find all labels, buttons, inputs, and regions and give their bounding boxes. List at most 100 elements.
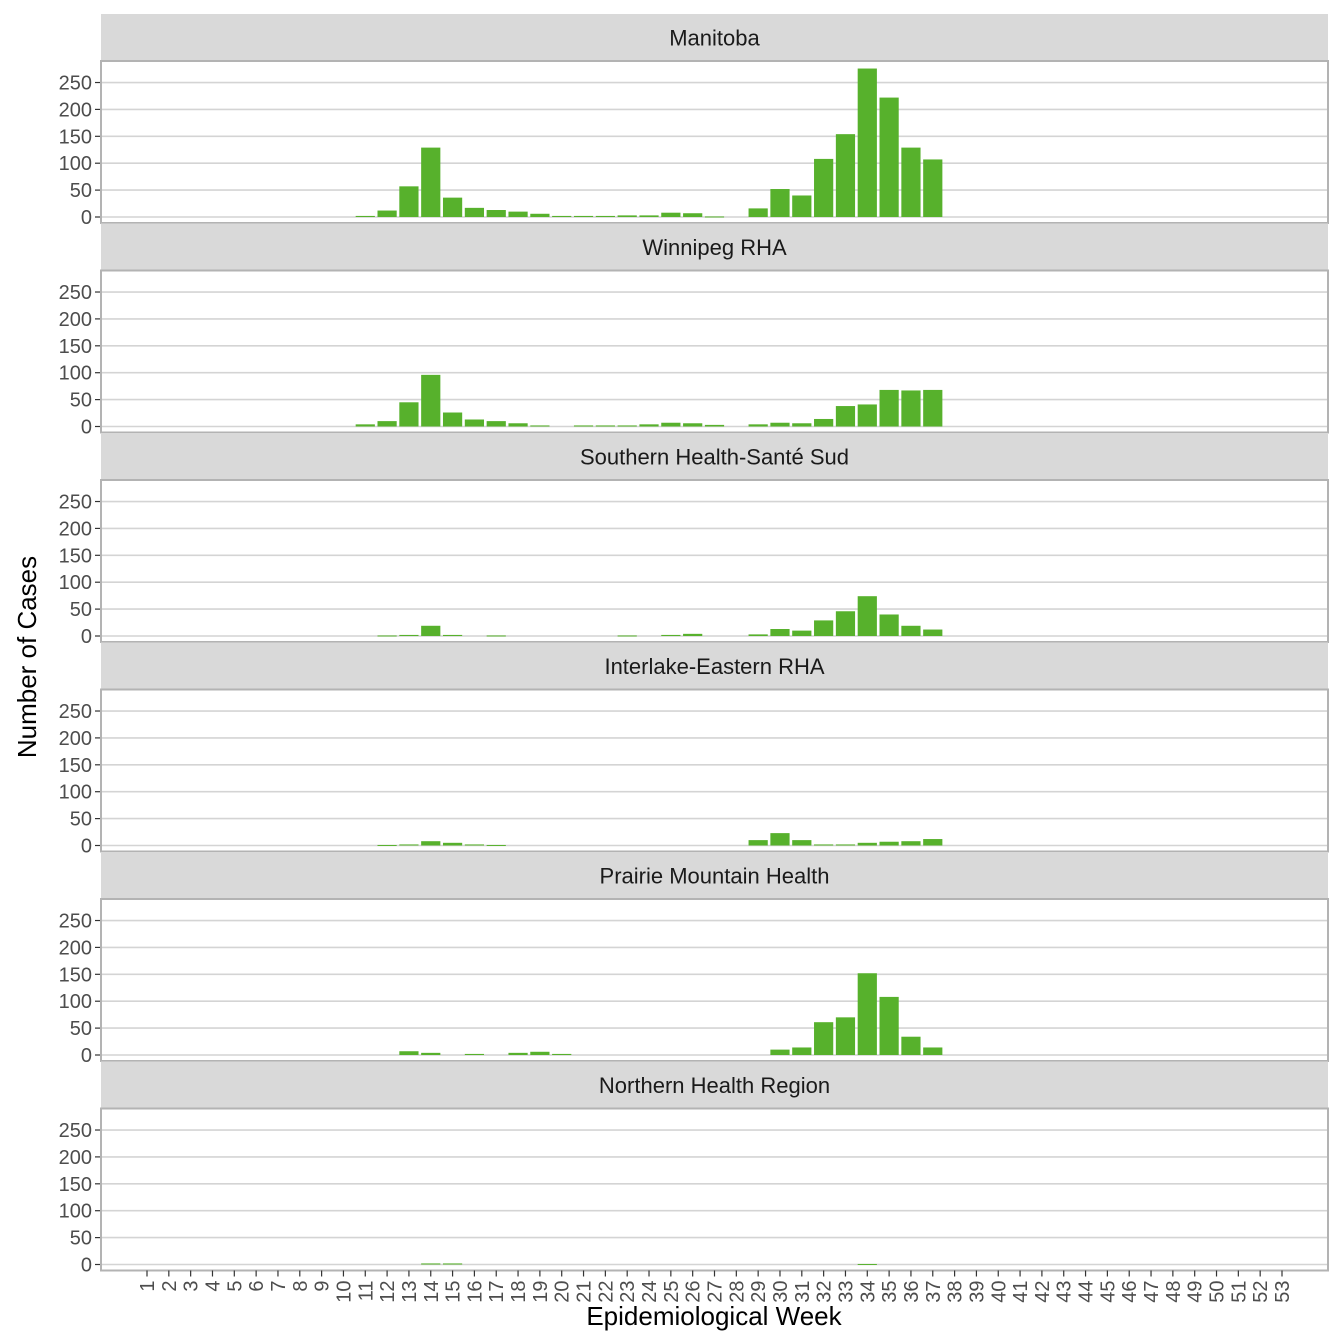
y-tick-label: 50	[70, 390, 92, 412]
bar-week-12	[377, 210, 397, 217]
bar-week-34	[857, 68, 877, 217]
bar-week-31	[792, 423, 812, 427]
bar-week-16	[464, 419, 485, 427]
x-tick-label: 22	[595, 1281, 617, 1303]
x-tick-label: 10	[333, 1281, 355, 1303]
bar-week-19	[530, 425, 550, 427]
facet-title: Southern Health-Santé Sud	[580, 445, 849, 470]
y-tick-label: 50	[70, 809, 92, 831]
x-tick-label: 12	[377, 1281, 399, 1303]
bar-week-37	[923, 839, 943, 846]
x-tick-label: 32	[814, 1281, 836, 1303]
x-tick-label: 8	[290, 1281, 312, 1292]
bar-week-18	[508, 1052, 528, 1055]
x-tick-label: 21	[574, 1281, 596, 1303]
x-tick-label: 11	[355, 1281, 377, 1302]
bar-week-31	[792, 1047, 812, 1055]
bar-week-32	[814, 620, 834, 636]
bar-week-16	[464, 1053, 485, 1055]
bar-week-17	[486, 844, 506, 846]
facet-panel: Northern Health Region 0 50 100 150 200 250	[59, 1061, 1329, 1277]
bar-week-26	[683, 423, 703, 427]
y-tick-label: 250	[59, 282, 92, 304]
y-tick-label: 0	[81, 207, 92, 229]
y-tick-label: 0	[81, 417, 92, 439]
bar-week-29	[748, 840, 768, 846]
bar-week-19	[530, 1051, 550, 1055]
bar-week-31	[792, 630, 812, 636]
x-tick-label: 25	[661, 1281, 683, 1303]
bar-week-36	[901, 1036, 921, 1055]
panel-background	[101, 480, 1328, 642]
bar-week-25	[661, 212, 681, 217]
bar-week-30	[770, 1049, 790, 1055]
panel-background	[101, 1108, 1328, 1271]
bar-week-14	[421, 147, 441, 217]
bar-week-12	[377, 844, 397, 846]
bar-week-15	[442, 412, 463, 427]
bar-week-23	[617, 215, 637, 217]
bar-week-21	[573, 215, 594, 217]
bar-week-14	[421, 625, 441, 636]
bar-week-14	[421, 1263, 441, 1265]
bar-week-35	[879, 614, 899, 636]
bar-week-17	[486, 421, 506, 427]
bar-week-13	[399, 844, 419, 846]
bar-week-11	[355, 424, 375, 427]
bar-week-14	[421, 841, 441, 846]
y-tick-label: 50	[70, 180, 92, 202]
panel-border	[100, 60, 1329, 224]
bar-week-33	[835, 406, 856, 427]
x-tick-label: 17	[486, 1281, 508, 1303]
x-tick-label: 37	[923, 1281, 945, 1303]
bar-week-23	[617, 425, 637, 427]
x-tick-label: 48	[1163, 1281, 1185, 1303]
panel-border	[100, 898, 1329, 1062]
facet-strip	[101, 852, 1328, 899]
bar-week-30	[770, 833, 790, 846]
y-tick-label: 250	[59, 73, 92, 95]
x-tick-label: 33	[835, 1281, 857, 1303]
y-tick-label: 200	[59, 99, 92, 121]
bar-week-21	[573, 425, 594, 427]
facet-panel: Southern Health-Santé Sud 0 50 100 150 200 250	[59, 433, 1329, 648]
x-tick-label: 28	[726, 1281, 748, 1303]
x-tick-label: 1	[137, 1281, 159, 1292]
bar-week-35	[879, 389, 899, 427]
x-tick-label: 50	[1207, 1281, 1229, 1303]
x-axis-title: Epidemiological Week	[586, 1301, 842, 1331]
y-axis-title: Number of Cases	[12, 556, 42, 758]
x-tick-label: 47	[1141, 1281, 1163, 1303]
x-tick-label: 45	[1097, 1281, 1119, 1303]
bar-week-30	[770, 629, 790, 636]
y-tick-label: 250	[59, 911, 92, 933]
bar-week-26	[683, 633, 703, 636]
bar-week-33	[835, 611, 856, 636]
x-tick-label: 19	[530, 1281, 552, 1303]
x-tick-label: 18	[508, 1281, 530, 1303]
panel-border	[100, 479, 1329, 643]
facet-strip	[101, 1061, 1328, 1109]
x-tick-label: 44	[1076, 1281, 1098, 1303]
x-tick-label: 53	[1272, 1281, 1294, 1303]
bar-week-36	[901, 390, 921, 427]
bar-week-31	[792, 195, 812, 217]
x-tick-label: 5	[224, 1281, 246, 1292]
facet-title: Manitoba	[669, 26, 760, 51]
bar-week-37	[923, 159, 943, 217]
y-tick-label: 100	[59, 991, 92, 1013]
x-tick-label: 2	[159, 1281, 181, 1292]
bar-week-32	[814, 1022, 834, 1055]
panel-background	[101, 61, 1328, 223]
y-tick-label: 200	[59, 937, 92, 959]
x-tick-label: 38	[945, 1281, 967, 1303]
bar-week-29	[748, 634, 768, 636]
y-tick-label: 50	[70, 1018, 92, 1040]
bar-week-30	[770, 189, 790, 217]
facet-title: Interlake-Eastern RHA	[604, 654, 824, 679]
facet-strip	[101, 642, 1328, 690]
y-tick-label: 0	[81, 626, 92, 648]
bar-week-16	[464, 207, 485, 217]
x-tick-label: 16	[464, 1281, 486, 1303]
